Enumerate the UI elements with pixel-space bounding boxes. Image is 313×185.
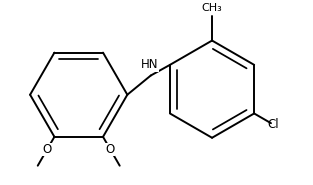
Text: O: O bbox=[106, 143, 115, 156]
Text: O: O bbox=[43, 143, 52, 156]
Text: Cl: Cl bbox=[268, 118, 279, 131]
Text: HN: HN bbox=[141, 58, 158, 71]
Text: CH₃: CH₃ bbox=[202, 3, 223, 13]
